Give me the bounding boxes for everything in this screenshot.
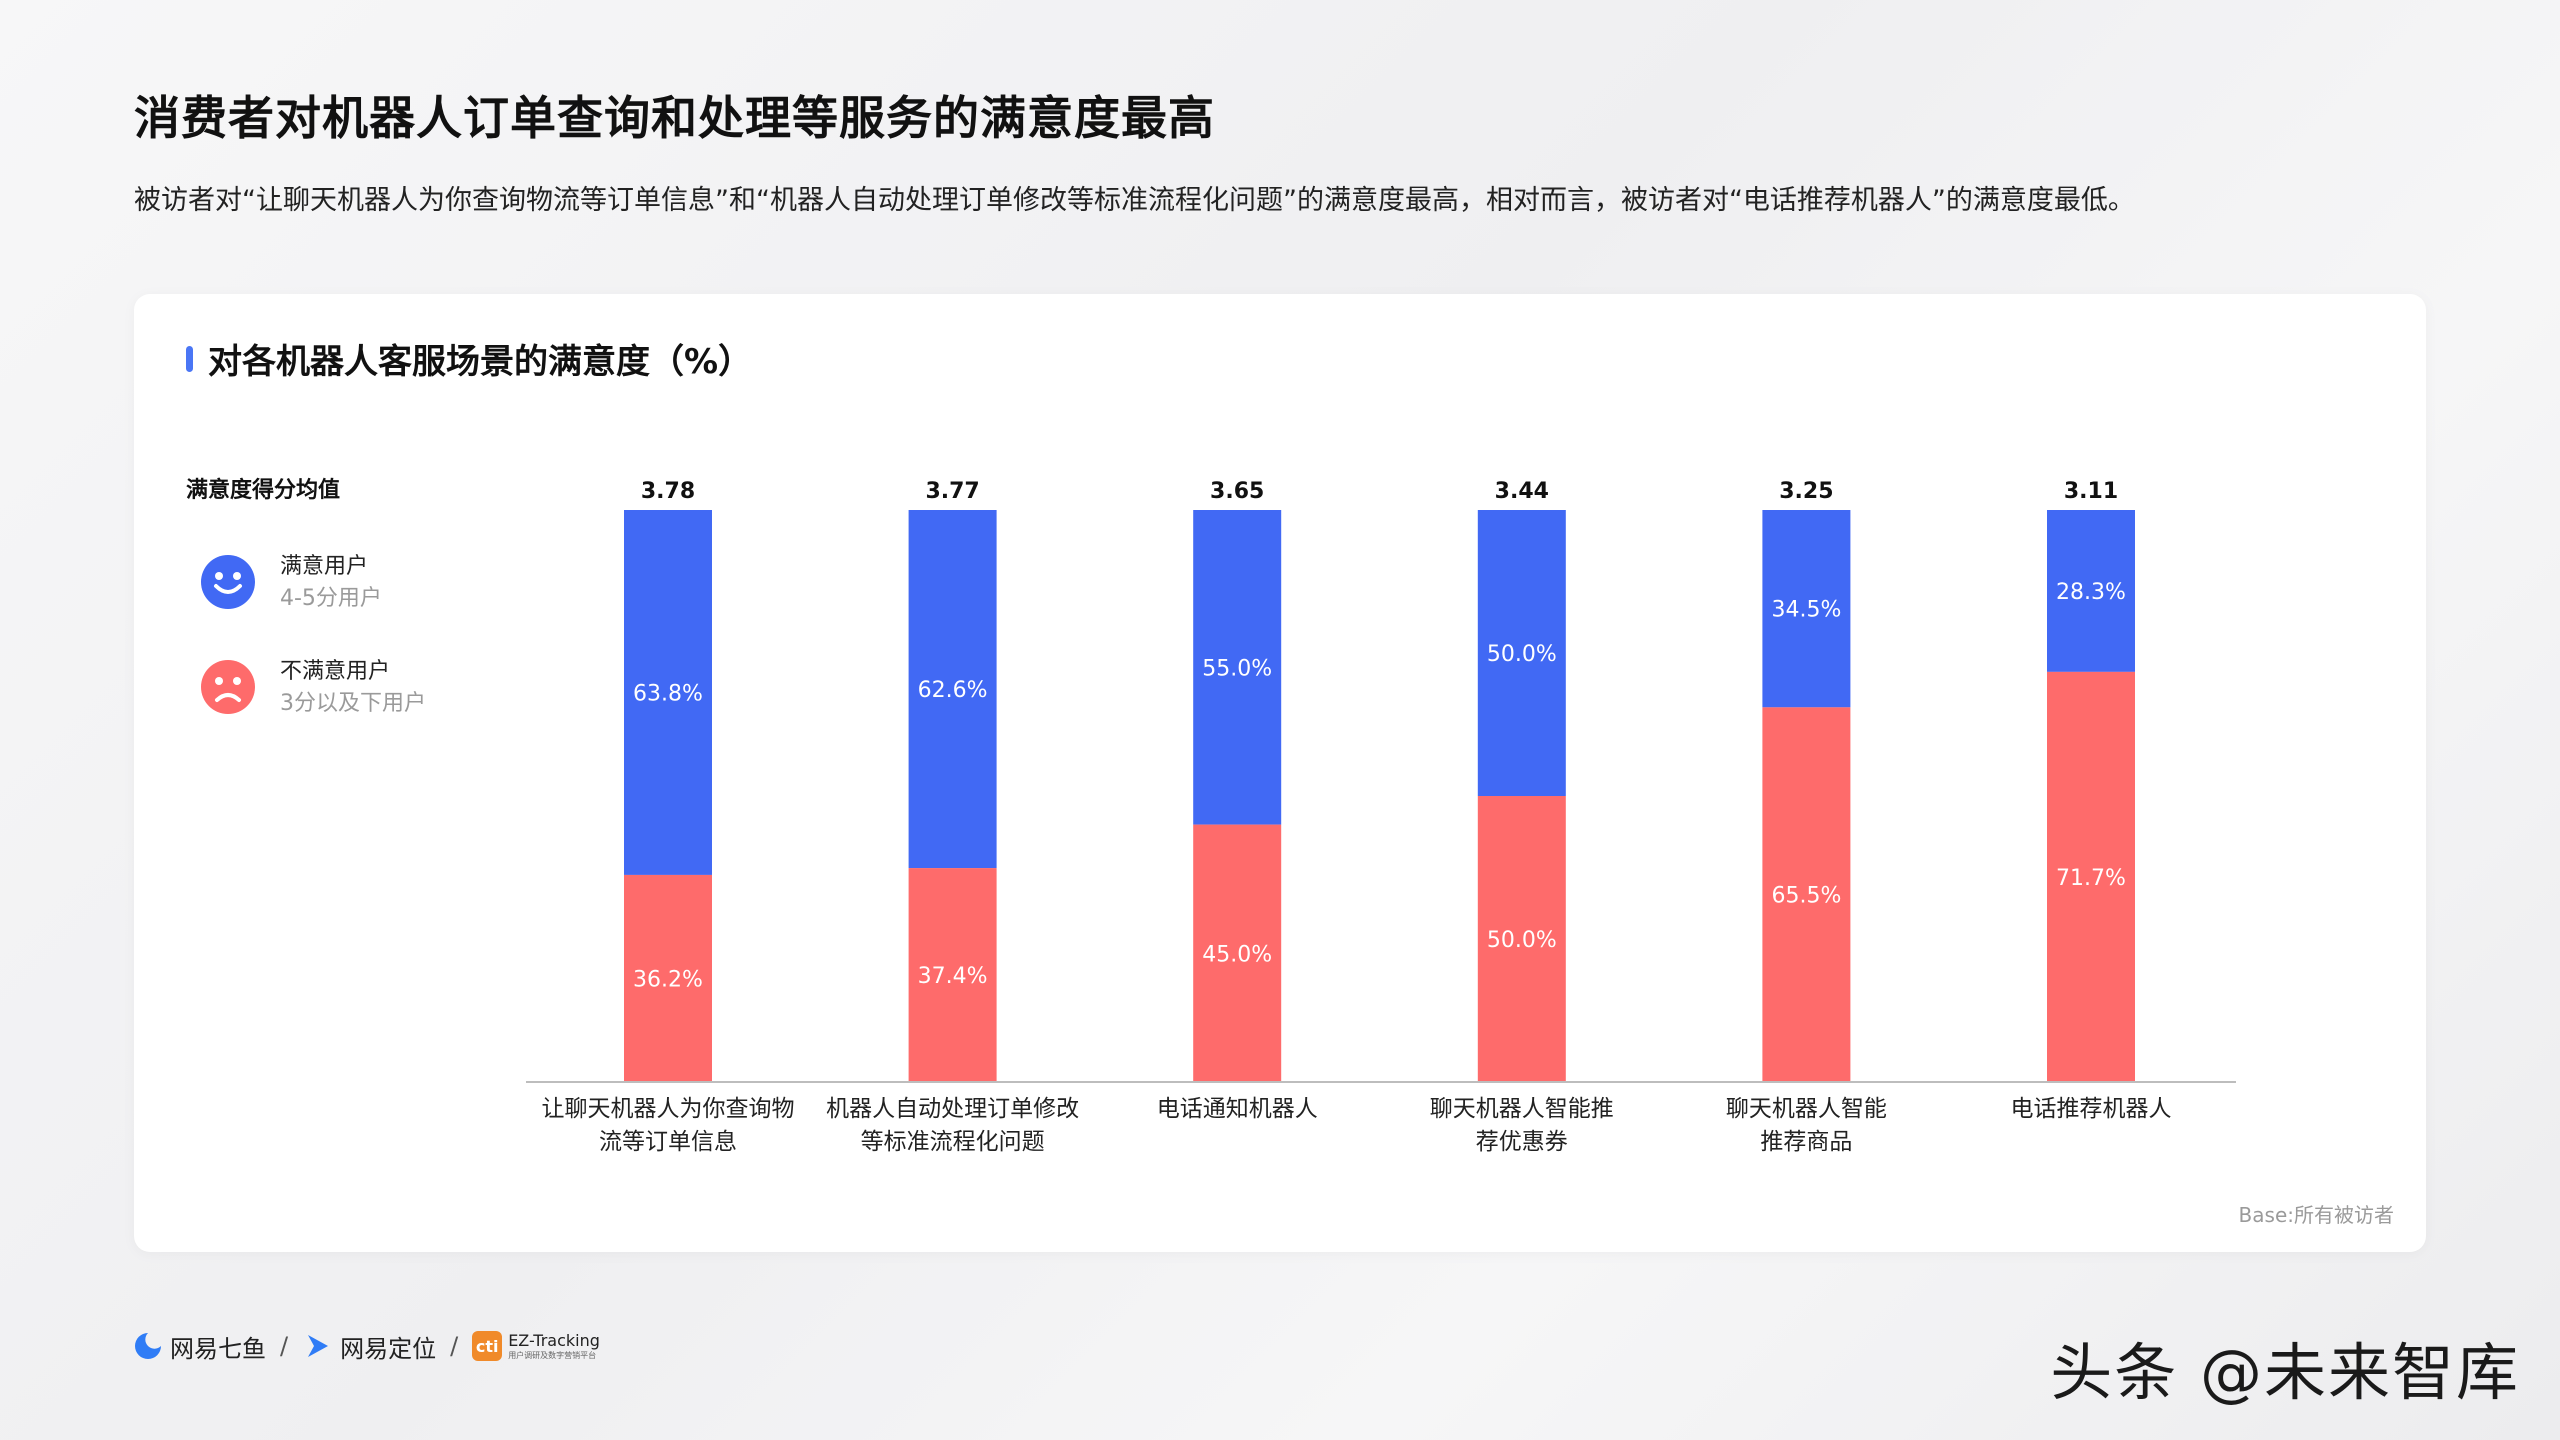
brand-qiyu: 网易七鱼 xyxy=(132,1329,266,1364)
data-label-unsatisfied: 71.7% xyxy=(2056,866,2126,891)
x-tick-label: 让聊天机器人为你查询物 xyxy=(542,1096,795,1122)
ez-tracking-sub: 用户调研及数字营销平台 xyxy=(508,1350,597,1360)
x-tick-label: 等标准流程化问题 xyxy=(861,1129,1045,1155)
mean-score-label: 3.77 xyxy=(925,479,979,504)
ez-tracking-logo-icon: cti xyxy=(472,1331,503,1361)
legend-title: 满意度得分均值 xyxy=(186,478,341,503)
qiyu-logo-icon xyxy=(135,1333,161,1359)
x-tick-label: 荐优惠券 xyxy=(1476,1129,1568,1155)
smile-face-icon xyxy=(201,555,255,609)
data-label-unsatisfied: 45.0% xyxy=(1202,942,1272,967)
brand-ez-tracking: cti EZ-Tracking 用户调研及数字营销平台 xyxy=(472,1331,600,1361)
mean-score-label: 3.11 xyxy=(2064,479,2118,504)
brand-dingwei: 网易定位 xyxy=(302,1329,436,1364)
mean-score-label: 3.65 xyxy=(1210,479,1264,504)
x-tick-label: 电话推荐机器人 xyxy=(2011,1096,2172,1122)
bar-unsatisfied xyxy=(908,868,997,1082)
bar-unsatisfied xyxy=(1477,796,1566,1082)
page-subtitle: 被访者对“让聊天机器人为你查询物流等订单信息”和“机器人自动处理订单修改等标准流… xyxy=(134,185,2135,216)
x-tick-label: 推荐商品 xyxy=(1760,1129,1852,1155)
data-label-satisfied: 34.5% xyxy=(1771,598,1841,623)
bar-satisfied xyxy=(908,510,997,869)
bar-satisfied xyxy=(2047,510,2135,672)
brand-dingwei-label: 网易定位 xyxy=(340,1334,437,1363)
data-label-unsatisfied: 65.5% xyxy=(1771,884,1841,909)
data-label-satisfied: 50.0% xyxy=(1487,642,1557,667)
data-label-satisfied: 62.6% xyxy=(918,678,988,703)
ez-tracking-label: EZ-Tracking xyxy=(508,1330,600,1350)
dingwei-logo-icon xyxy=(308,1335,329,1357)
footer-brands: 网易七鱼 / 网易定位 / cti EZ-Tracking 用户调研及数字营销平… xyxy=(132,1326,600,1366)
mean-score-label: 3.25 xyxy=(1779,479,1833,504)
brand-separator: / xyxy=(280,1332,289,1360)
data-label-unsatisfied: 37.4% xyxy=(918,964,988,989)
card-title-accent xyxy=(186,346,193,372)
watermark: 头条 @未来智库 xyxy=(2050,1336,2520,1409)
legend-unsatisfied-label: 不满意用户 xyxy=(280,659,391,684)
data-label-unsatisfied: 36.2% xyxy=(633,967,703,992)
legend-satisfied-label: 满意用户 xyxy=(280,554,369,579)
stacked-bar-chart: 63.8% 36.2% 3.78 让聊天机器人为你查询物流等订单信息 62.6% 37.4… xyxy=(526,479,2236,1155)
card-title: 对各机器人客服场景的满意度（%） xyxy=(208,342,753,382)
bar-unsatisfied xyxy=(624,874,712,1082)
bar-satisfied xyxy=(1193,510,1282,825)
bar-satisfied xyxy=(1762,510,1851,708)
brand-separator: / xyxy=(450,1332,459,1360)
bar-unsatisfied xyxy=(1762,707,1851,1082)
legend-satisfied-sub: 4-5分用户 xyxy=(280,586,382,611)
base-note: Base:所有被访者 xyxy=(2238,1203,2394,1227)
data-label-satisfied: 55.0% xyxy=(1202,656,1272,681)
bar-satisfied xyxy=(624,510,712,875)
bar-satisfied xyxy=(1477,510,1566,796)
x-tick-label: 机器人自动处理订单修改 xyxy=(826,1096,1079,1122)
x-tick-label: 聊天机器人智能推 xyxy=(1430,1096,1614,1122)
data-label-satisfied: 28.3% xyxy=(2056,580,2126,605)
sad-face-icon xyxy=(201,660,255,714)
bar-unsatisfied xyxy=(1193,824,1282,1082)
x-tick-label: 流等订单信息 xyxy=(599,1129,737,1155)
mean-score-label: 3.78 xyxy=(641,479,695,504)
brand-qiyu-label: 网易七鱼 xyxy=(170,1334,266,1363)
x-tick-label: 聊天机器人智能 xyxy=(1726,1096,1887,1122)
mean-score-label: 3.44 xyxy=(1495,479,1549,504)
legend-unsatisfied-sub: 3分以及下用户 xyxy=(280,691,426,716)
data-label-unsatisfied: 50.0% xyxy=(1487,928,1557,953)
data-label-satisfied: 63.8% xyxy=(633,681,703,706)
page-title: 消费者对机器人订单查询和处理等服务的满意度最高 xyxy=(134,91,1215,145)
bar-unsatisfied xyxy=(2047,671,2135,1082)
chart-card: 对各机器人客服场景的满意度（%） 满意度得分均值 满意用户 4-5分用户 不满意… xyxy=(134,294,2426,1252)
x-tick-label: 电话通知机器人 xyxy=(1157,1096,1318,1122)
